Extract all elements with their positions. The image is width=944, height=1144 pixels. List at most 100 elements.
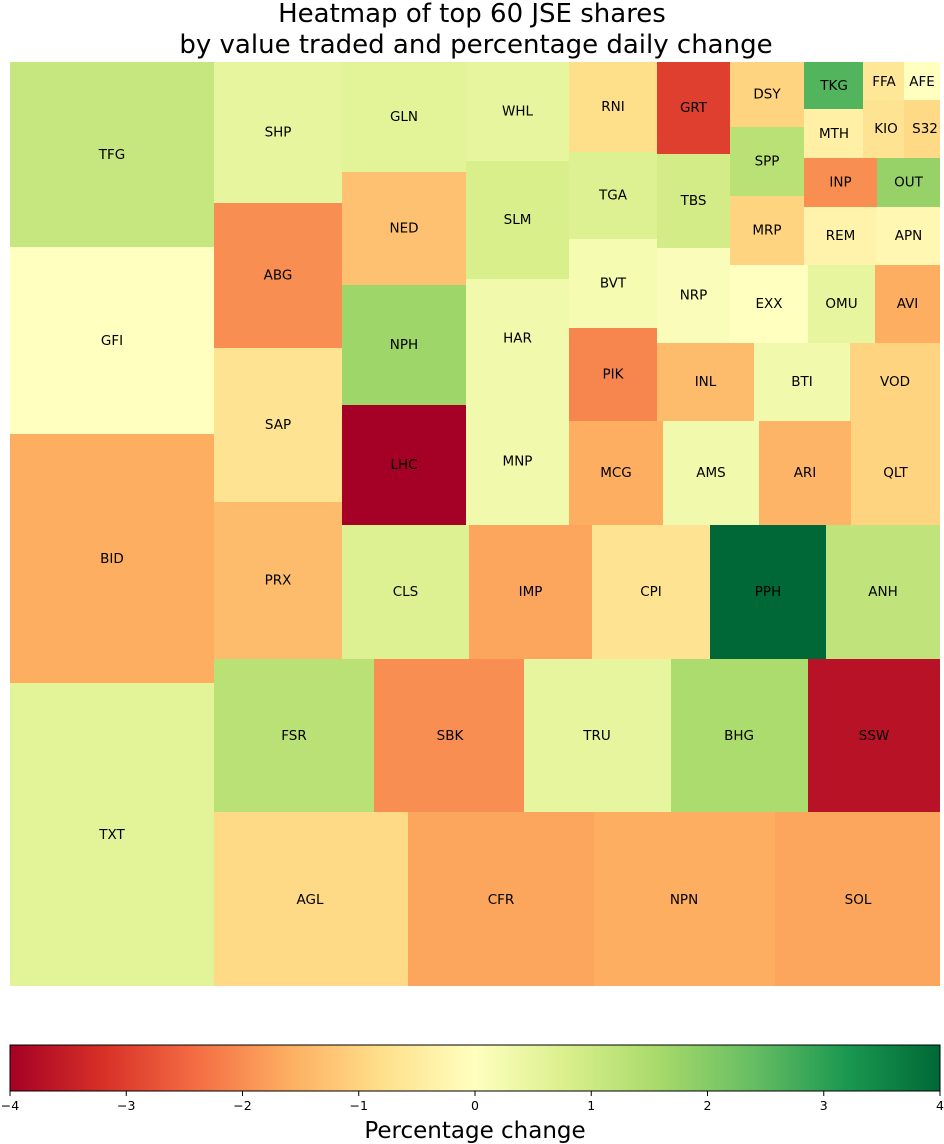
treemap-tile-label: OMU [825,296,857,312]
treemap-tile: BVT [569,239,657,328]
treemap-tile-rect [804,62,863,109]
treemap-tile-label: CLS [393,584,419,600]
treemap-tile-label: GRT [680,100,708,116]
treemap-tile: OMU [808,265,875,343]
treemap-tile-label: SOL [845,892,872,908]
treemap-tile-rect [524,659,671,812]
colorbar-tick-label: −4 [1,1098,19,1113]
treemap-tile: MCG [569,421,663,525]
treemap-tile-label: CFR [488,892,515,908]
treemap-tile-rect [214,62,342,203]
treemap-tile-label: CPI [640,584,662,600]
treemap-tile-rect [10,62,214,247]
treemap-tile-label: BTI [791,374,813,390]
treemap-tile-label: SAP [265,417,291,433]
treemap-tile-label: LHC [390,457,417,473]
treemap-tile: NPN [594,812,775,986]
treemap-tile-label: GFI [101,333,123,349]
treemap-tile: ARI [759,421,851,525]
treemap-tile-rect [569,152,657,239]
treemap-tile-label: PIK [603,367,625,383]
colorbar: −4 −3 −2 −1 0 1 2 3 4 Percentage change [1,1044,944,1144]
treemap-tile: SOL [775,812,940,986]
treemap-tile-label: TRU [582,728,611,744]
treemap-tile-rect [657,343,754,421]
treemap-tile-rect [466,398,569,525]
treemap-tile-label: WHL [502,104,533,120]
treemap-tile-label: MRP [752,223,781,239]
treemap-tile-label: INL [695,374,717,390]
treemap-tile: REM [804,207,877,265]
treemap-tile-label: BVT [600,276,627,292]
treemap-tile-label: OUT [894,175,924,191]
treemap-tile: EXX [730,265,808,343]
treemap-tile-rect [569,328,657,421]
treemap-tile-rect [850,343,940,421]
chart-title: Heatmap of top 60 JSE shares by value tr… [179,0,772,60]
treemap-tile: BHG [671,659,808,812]
treemap-tile-label: REM [826,228,856,244]
treemap-tile-rect [408,812,594,986]
treemap-tile-rect [851,421,940,525]
treemap-tile-rect [663,421,759,525]
treemap-tile-rect [214,502,342,659]
treemap-tile: APN [877,207,940,265]
treemap-tile: BTI [754,343,850,421]
treemap-tile-rect [214,812,408,986]
treemap-tile-label: GLN [390,109,418,125]
colorbar-gradient [9,1044,941,1092]
treemap-tile-label: QLT [883,465,908,481]
treemap-tile: TBS [657,154,730,248]
treemap-tile-rect [466,62,569,161]
colorbar-label: Percentage change [364,1118,585,1144]
treemap-tile: CFR [408,812,594,986]
treemap-tile-rect [374,659,524,812]
treemap-tile-label: ABG [264,268,293,284]
treemap-tile-label: MCG [600,465,632,481]
treemap-tile-label: ANH [868,584,898,600]
treemap-tile-rect [804,158,877,207]
treemap-tile: MRP [730,196,804,265]
treemap-tile: FFA [863,62,904,100]
treemap-tile-rect [904,100,940,158]
treemap-tile: S32 [904,100,940,158]
colorbar-tick-label: 2 [704,1098,712,1113]
treemap-tile-label: VOD [880,374,910,390]
treemap-tile-rect [10,247,214,434]
treemap-tile-label: SLM [504,212,532,228]
treemap-tile: DSY [730,62,804,127]
treemap-tile-label: TXT [98,827,125,843]
treemap-tile: SHP [214,62,342,203]
treemap-tile-label: NPH [390,337,418,353]
treemap-tile-rect [877,158,940,207]
treemap-tile-label: RNI [601,99,624,115]
treemap-tile-rect [808,265,875,343]
treemap-tile: TRU [524,659,671,812]
treemap-tile-rect [904,62,940,100]
treemap-tile: GRT [657,62,730,154]
treemap-tile-label: S32 [912,121,938,137]
treemap-tile: LHC [342,405,466,525]
treemap-tile-rect [671,659,808,812]
treemap-tile-rect [657,62,730,154]
treemap-tile: GFI [10,247,214,434]
colorbar-tick-label: 1 [587,1098,595,1113]
colorbar-tick-label: −3 [117,1098,135,1113]
treemap-tile-rect [466,279,569,398]
treemap-tile: CLS [342,525,469,659]
treemap-tile-label: IMP [519,584,543,600]
treemap-tile-rect [342,285,466,405]
chart-title-line-1: Heatmap of top 60 JSE shares [278,0,666,29]
treemap-tile-label: BHG [724,728,754,744]
treemap-tile: TKG [804,62,863,109]
treemap-tile-label: FSR [281,728,306,744]
treemap-tile-label: APN [895,228,922,244]
treemap-tile-rect [592,525,710,659]
treemap-tile-rect [214,203,342,348]
treemap-tile: TGA [569,152,657,239]
treemap-tile: FSR [214,659,374,812]
treemap-tile: CPI [592,525,710,659]
treemap-tile-label: NED [389,221,418,237]
treemap-tile-label: SPP [755,154,780,170]
treemap-tile: SLM [466,161,569,279]
